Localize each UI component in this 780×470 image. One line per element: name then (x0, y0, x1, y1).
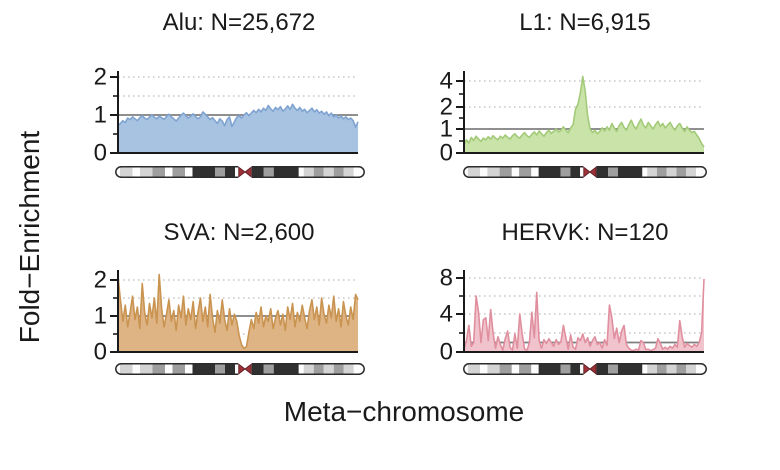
y-tick-label: 2 (94, 267, 107, 294)
y-tick-label: 0 (94, 339, 107, 365)
y-axis-ticks: 0 4 8 (440, 265, 464, 365)
ideogram-bands (115, 166, 365, 178)
enrichment-chart-sva: 0 1 2 (94, 267, 359, 365)
area-fill (464, 278, 704, 352)
centromere-left-triangle (238, 363, 246, 375)
y-tick-label: 4 (440, 68, 453, 95)
area-outline (117, 103, 359, 128)
y-tick-label: 0 (94, 140, 107, 166)
y-tick-label: 8 (440, 265, 453, 292)
chromosome-ideogram (115, 166, 365, 178)
enrichment-chart-hervk: 0 4 8 (440, 265, 705, 365)
panel-title-l1: L1: N=6,915 (519, 9, 651, 36)
area-fill (118, 104, 358, 153)
y-tick-label: 0 (440, 339, 453, 365)
area-outline (463, 278, 705, 352)
centromere-left-triangle (583, 166, 591, 178)
enrichment-chart-alu: 0 1 2 (94, 65, 359, 165)
chromosome-ideogram (463, 166, 707, 178)
panel-title-alu: Alu: N=25,672 (162, 9, 316, 36)
gridlines (464, 277, 704, 334)
y-tick-label: 0 (440, 140, 453, 166)
y-tick-label: 1 (440, 116, 453, 143)
centromere-right-triangle (244, 363, 252, 375)
area-outline (117, 273, 359, 350)
chromosome-ideogram (115, 363, 365, 375)
y-tick-label: 2 (94, 65, 107, 91)
ideogram-bands (463, 166, 707, 178)
area-outline (463, 75, 705, 148)
y-axis-ticks: 0 1 2 (94, 65, 118, 165)
y-tick-label: 2 (440, 94, 453, 121)
panel-title-hervk: HERVK: N=120 (501, 219, 669, 246)
centromere-right-triangle (589, 363, 597, 375)
panel-title-sva: SVA: N=2,600 (163, 219, 315, 246)
ideogram-bands (463, 363, 707, 375)
chromosome-ideogram (463, 363, 707, 375)
y-axis-ticks: 0 1 2 (94, 267, 118, 365)
centromere-left-triangle (583, 363, 591, 375)
x-axis-label: Meta−chromosome (283, 396, 525, 427)
y-tick-label: 4 (440, 301, 453, 328)
centromere-right-triangle (589, 166, 597, 178)
y-axis-label: Fold−Enrichment (14, 130, 45, 344)
y-tick-label: 1 (94, 102, 107, 129)
centromere-left-triangle (238, 166, 246, 178)
area-fill (118, 274, 358, 352)
ideogram-bands (115, 363, 365, 375)
y-tick-label: 1 (94, 303, 107, 330)
centromere-right-triangle (244, 166, 252, 178)
